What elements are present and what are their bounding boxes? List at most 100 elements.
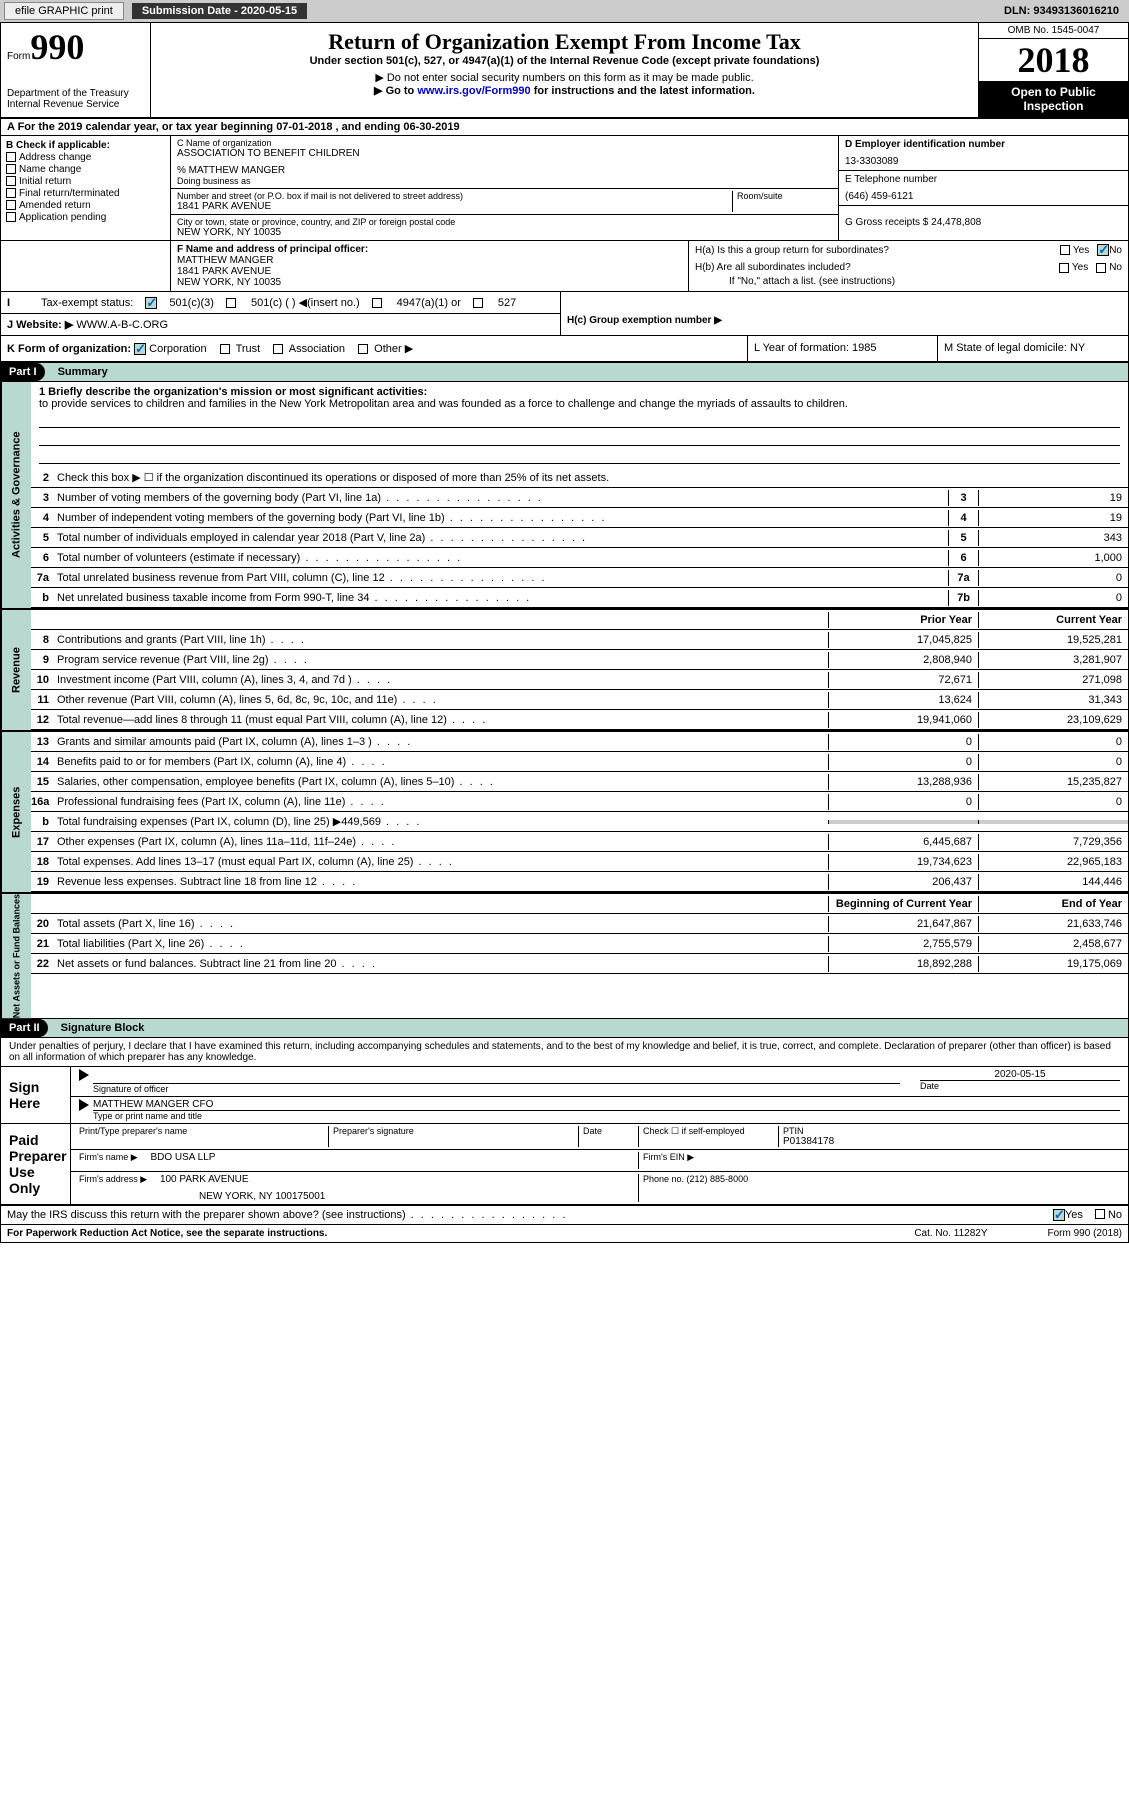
h-section: H(a) Is this a group return for subordin…: [688, 241, 1128, 291]
part2-title: Signature Block: [51, 1019, 155, 1037]
501c3-check[interactable]: [145, 297, 157, 309]
arrow-icon: [79, 1069, 89, 1081]
paid-preparer-row: Paid Preparer Use Only Print/Type prepar…: [1, 1123, 1128, 1206]
ha-yes[interactable]: Yes: [1073, 245, 1089, 256]
k-assoc[interactable]: Association: [289, 343, 345, 355]
corp-check[interactable]: [134, 343, 146, 355]
k-corp: Corporation: [149, 343, 206, 355]
ha-no: No: [1109, 245, 1122, 256]
prep-sig-label: Preparer's signature: [333, 1126, 578, 1136]
ptin-label: PTIN: [783, 1126, 1120, 1136]
footer-mid: Cat. No. 11282Y: [914, 1228, 987, 1239]
sig-officer-label: Signature of officer: [93, 1083, 900, 1094]
line-8: 8Contributions and grants (Part VIII, li…: [31, 630, 1128, 650]
instr2-pre: ▶ Go to: [374, 85, 417, 97]
check-self-label: Check ☐ if self-employed: [643, 1126, 778, 1137]
rev-section: Revenue Prior Year Current Year 8Contrib…: [1, 610, 1128, 732]
sign-here-label: Sign Here: [1, 1067, 71, 1123]
line-15: 15Salaries, other compensation, employee…: [31, 772, 1128, 792]
line-13: 13Grants and similar amounts paid (Part …: [31, 732, 1128, 752]
firm-addr2: NEW YORK, NY 100175001: [199, 1191, 638, 1202]
form-number-cell: Form990 Department of the Treasury Inter…: [1, 23, 151, 117]
mission-box: 1 Briefly describe the organization's mi…: [31, 382, 1128, 468]
line-20: 20Total assets (Part X, line 16)21,647,8…: [31, 914, 1128, 934]
form-header: Form990 Department of the Treasury Inter…: [1, 23, 1128, 119]
top-bar: efile GRAPHIC print Submission Date - 20…: [0, 0, 1129, 22]
subtitle: Under section 501(c), 527, or 4947(a)(1)…: [157, 55, 972, 67]
hb-no[interactable]: No: [1109, 262, 1122, 273]
exp-section: Expenses 13Grants and similar amounts pa…: [1, 732, 1128, 894]
line2-desc: Check this box ▶ ☐ if the organization d…: [53, 469, 1128, 486]
paid-label: Paid Preparer Use Only: [1, 1124, 71, 1204]
k-other[interactable]: Other ▶: [374, 343, 413, 355]
firm-ein-label: Firm's EIN ▶: [639, 1152, 1120, 1169]
part1-label: Part I: [1, 363, 45, 381]
irs-link[interactable]: www.irs.gov/Form990: [417, 85, 530, 97]
rev-vert: Revenue: [1, 610, 31, 730]
instr2-post: for instructions and the latest informat…: [531, 85, 755, 97]
website-row: J Website: ▶ WWW.A-B-C.ORG: [1, 314, 560, 335]
org-name: ASSOCIATION TO BENEFIT CHILDREN: [177, 148, 832, 159]
line-11: 11Other revenue (Part VIII, column (A), …: [31, 690, 1128, 710]
net-prior-header: Beginning of Current Year: [828, 896, 978, 912]
city-label: City or town, state or province, country…: [177, 217, 832, 227]
street-addr: 1841 PARK AVENUE: [177, 201, 732, 212]
col-b: B Check if applicable: Address change Na…: [1, 136, 171, 240]
k-cell: K Form of organization: Corporation Trus…: [1, 336, 748, 361]
opt-501c[interactable]: 501(c) ( ) ◀(insert no.): [251, 296, 360, 309]
officer-addr2: NEW YORK, NY 10035: [177, 277, 682, 288]
line-b: bTotal fundraising expenses (Part IX, co…: [31, 812, 1128, 832]
room-label: Room/suite: [737, 191, 832, 201]
opt-527[interactable]: 527: [498, 297, 516, 309]
addr-label: Number and street (or P.O. box if mail i…: [177, 191, 732, 201]
ha-no-check[interactable]: [1097, 244, 1109, 256]
status-row: I Tax-exempt status: 501(c)(3) 501(c) ( …: [1, 292, 560, 314]
instr-2: ▶ Go to www.irs.gov/Form990 for instruct…: [157, 84, 972, 97]
rev-header: Prior Year Current Year: [31, 610, 1128, 630]
discuss-yes-check[interactable]: [1053, 1209, 1065, 1221]
line-5: 5Total number of individuals employed in…: [31, 528, 1128, 548]
cb-initial: Initial return: [6, 176, 165, 187]
opt-4947[interactable]: 4947(a)(1) or: [397, 297, 461, 309]
mission-text: to provide services to children and fami…: [39, 398, 1120, 410]
discuss-no[interactable]: No: [1108, 1209, 1122, 1221]
line-18: 18Total expenses. Add lines 13–17 (must …: [31, 852, 1128, 872]
line-16a: 16aProfessional fundraising fees (Part I…: [31, 792, 1128, 812]
instr-1: ▶ Do not enter social security numbers o…: [157, 71, 972, 84]
ha-label: H(a) Is this a group return for subordin…: [695, 245, 1060, 256]
line-17: 17Other expenses (Part IX, column (A), l…: [31, 832, 1128, 852]
date-label: Date: [920, 1080, 1120, 1091]
gov-section: Activities & Governance 1 Briefly descri…: [1, 382, 1128, 610]
part1-row: Part I Summary: [1, 363, 1128, 382]
ein-label: D Employer identification number: [845, 139, 1122, 150]
footer: For Paperwork Reduction Act Notice, see …: [1, 1225, 1128, 1242]
officer-label: F Name and address of principal officer:: [177, 244, 682, 255]
discuss-yes: Yes: [1065, 1209, 1083, 1221]
city: NEW YORK, NY 10035: [177, 227, 832, 238]
section-a: A For the 2019 calendar year, or tax yea…: [1, 119, 1128, 136]
gross-row: G Gross receipts $ 24,478,808: [839, 206, 1128, 231]
net-section: Net Assets or Fund Balances Beginning of…: [1, 894, 1128, 1019]
fgh-row: F Name and address of principal officer:…: [1, 241, 1128, 292]
sig-officer-line: Signature of officer 2020-05-15 Date: [71, 1067, 1128, 1097]
dln: DLN: 93493136016210: [998, 3, 1125, 19]
hb-yes[interactable]: Yes: [1072, 262, 1088, 273]
efile-btn[interactable]: efile GRAPHIC print: [4, 2, 124, 20]
sign-here-row: Sign Here Signature of officer 2020-05-1…: [1, 1066, 1128, 1123]
sig-date: 2020-05-15: [920, 1069, 1120, 1080]
officer-name: MATTHEW MANGER: [177, 255, 682, 266]
tax-year: 2018: [979, 39, 1128, 81]
omb: OMB No. 1545-0047: [979, 23, 1128, 39]
line-22: 22Net assets or fund balances. Subtract …: [31, 954, 1128, 974]
firm-addr-label: Firm's address ▶: [79, 1174, 147, 1184]
hb-note: If "No," attach a list. (see instruction…: [689, 276, 1128, 287]
firm-name-line: Firm's name ▶ BDO USA LLP Firm's EIN ▶: [71, 1150, 1128, 1172]
net-current-header: End of Year: [978, 896, 1128, 912]
type-label: Type or print name and title: [93, 1110, 1120, 1121]
k-row: K Form of organization: Corporation Trus…: [1, 336, 1128, 363]
firm-name: BDO USA LLP: [150, 1152, 215, 1163]
hb-label: H(b) Are all subordinates included?: [695, 262, 1059, 273]
inspection-badge: Open to Public Inspection: [979, 81, 1128, 117]
k-trust[interactable]: Trust: [236, 343, 261, 355]
prep-name-label: Print/Type preparer's name: [79, 1126, 328, 1136]
